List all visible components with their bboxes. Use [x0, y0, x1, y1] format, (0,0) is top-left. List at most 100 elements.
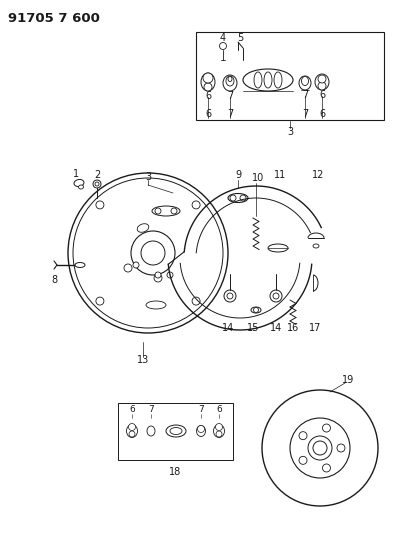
Ellipse shape — [301, 77, 308, 85]
Circle shape — [216, 424, 222, 431]
Circle shape — [224, 290, 236, 302]
Circle shape — [167, 272, 173, 278]
Text: 12: 12 — [312, 170, 324, 180]
Text: 6: 6 — [319, 109, 325, 119]
Ellipse shape — [274, 72, 282, 88]
Circle shape — [313, 441, 327, 455]
Text: 7: 7 — [198, 406, 204, 415]
Ellipse shape — [216, 431, 222, 437]
Ellipse shape — [152, 206, 180, 216]
Text: 10: 10 — [252, 173, 264, 183]
Ellipse shape — [170, 427, 182, 434]
Text: 3: 3 — [145, 172, 151, 182]
Circle shape — [133, 262, 139, 268]
Text: 6: 6 — [216, 406, 222, 415]
Ellipse shape — [137, 224, 149, 232]
Ellipse shape — [214, 424, 224, 438]
Ellipse shape — [313, 244, 319, 248]
Circle shape — [155, 272, 161, 278]
Circle shape — [155, 208, 161, 214]
Ellipse shape — [204, 83, 212, 91]
Circle shape — [96, 297, 104, 305]
Circle shape — [220, 43, 227, 50]
Circle shape — [290, 418, 350, 478]
Text: 6: 6 — [129, 406, 135, 415]
Circle shape — [192, 297, 200, 305]
Text: 15: 15 — [247, 323, 259, 333]
Text: 17: 17 — [309, 323, 321, 333]
Circle shape — [68, 173, 228, 333]
Circle shape — [318, 75, 326, 83]
Text: 19: 19 — [342, 375, 354, 385]
Ellipse shape — [127, 424, 137, 438]
Text: 14: 14 — [270, 323, 282, 333]
Circle shape — [270, 290, 282, 302]
Text: 6: 6 — [205, 91, 211, 101]
Text: 7: 7 — [302, 90, 308, 100]
Circle shape — [192, 201, 200, 209]
Bar — [120, 261, 140, 275]
Ellipse shape — [243, 69, 293, 91]
Ellipse shape — [228, 77, 232, 82]
Circle shape — [337, 444, 345, 452]
Text: 18: 18 — [169, 467, 181, 477]
Text: 6: 6 — [205, 109, 211, 119]
Circle shape — [299, 456, 307, 464]
Circle shape — [95, 182, 99, 186]
Bar — [143, 271, 167, 287]
Bar — [128, 198, 183, 230]
Text: 13: 13 — [137, 355, 149, 365]
Ellipse shape — [318, 82, 326, 90]
Circle shape — [254, 308, 258, 312]
Text: 6: 6 — [319, 90, 325, 100]
Circle shape — [240, 195, 246, 201]
Text: 5: 5 — [237, 33, 243, 43]
Circle shape — [262, 390, 378, 506]
Text: 4: 4 — [220, 33, 226, 43]
Circle shape — [322, 464, 330, 472]
Ellipse shape — [75, 262, 85, 268]
Ellipse shape — [201, 73, 215, 91]
Circle shape — [197, 425, 204, 432]
Bar — [118, 403, 233, 460]
Text: 7: 7 — [302, 109, 308, 119]
Ellipse shape — [147, 426, 155, 436]
Text: 3: 3 — [287, 127, 293, 137]
Ellipse shape — [79, 185, 83, 189]
Ellipse shape — [251, 307, 261, 313]
Text: 14: 14 — [222, 323, 234, 333]
Ellipse shape — [315, 74, 329, 90]
Circle shape — [171, 208, 177, 214]
Circle shape — [96, 201, 104, 209]
Circle shape — [129, 424, 135, 431]
Ellipse shape — [146, 301, 166, 309]
Bar — [196, 32, 384, 120]
Circle shape — [299, 432, 307, 440]
Text: 7: 7 — [227, 91, 233, 101]
Circle shape — [227, 293, 233, 299]
Circle shape — [308, 436, 332, 460]
Text: 9: 9 — [235, 170, 241, 180]
Ellipse shape — [299, 76, 311, 90]
Circle shape — [141, 241, 165, 265]
Text: 11: 11 — [274, 170, 286, 180]
Ellipse shape — [264, 72, 272, 88]
Circle shape — [230, 195, 236, 201]
Circle shape — [273, 293, 279, 299]
Ellipse shape — [197, 425, 206, 437]
Ellipse shape — [228, 193, 248, 203]
Ellipse shape — [254, 72, 262, 88]
Text: 91705 7 600: 91705 7 600 — [8, 12, 100, 25]
Circle shape — [322, 424, 330, 432]
Text: 16: 16 — [287, 323, 299, 333]
Circle shape — [124, 264, 132, 272]
Ellipse shape — [226, 76, 234, 86]
Ellipse shape — [74, 180, 84, 187]
Circle shape — [73, 178, 223, 328]
Ellipse shape — [129, 431, 135, 437]
Ellipse shape — [223, 75, 237, 91]
Text: 8: 8 — [51, 275, 57, 285]
Text: 7: 7 — [227, 109, 233, 119]
Text: 7: 7 — [148, 406, 154, 415]
Text: 2: 2 — [94, 170, 100, 180]
